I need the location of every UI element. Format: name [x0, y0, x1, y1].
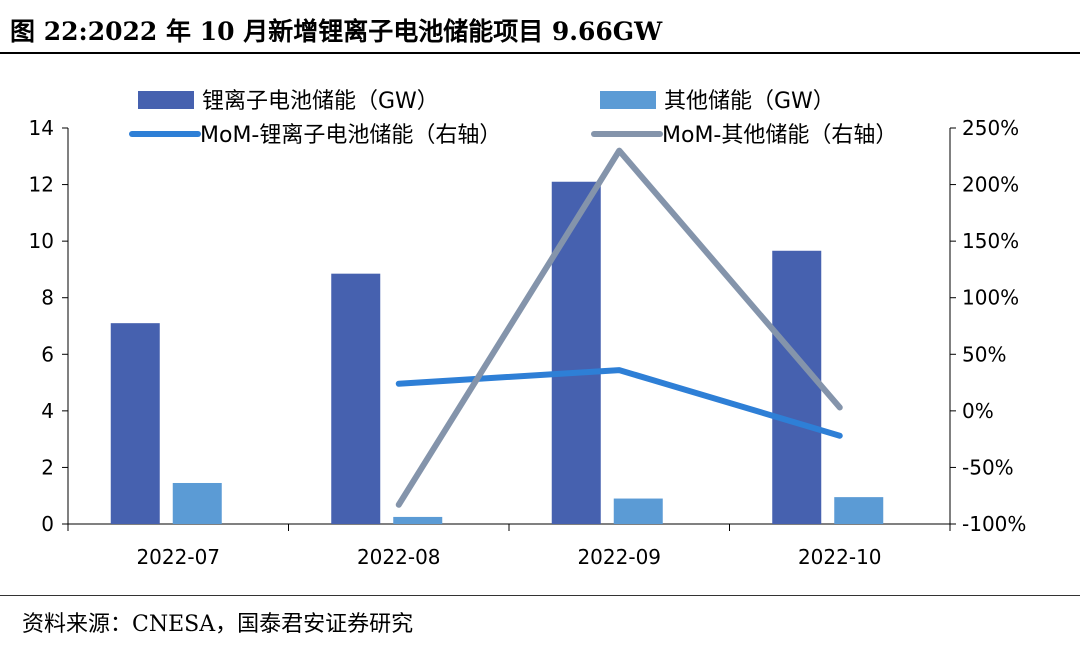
- x-axis-tick-label: 2022-10: [798, 545, 882, 569]
- right-axis-tick-label: 0%: [962, 399, 994, 423]
- chart: 锂离子电池储能（GW） 其他储能（GW） MoM-锂离子电池储能（右轴） MoM-其他…: [29, 89, 1027, 569]
- axes: 0 2 4 6 8 10 12 14 -100% -50% 0% 50% 100% 150% 200% 250…: [29, 116, 1027, 569]
- x-axis-tick-label: 2022-08: [357, 545, 441, 569]
- legend-label-2: MoM-锂离子电池储能（右轴）: [200, 123, 501, 148]
- bars: [110, 181, 884, 524]
- figure-title: 图 22:2022 年 10 月新增锂离子电池储能项目 9.66GW: [10, 17, 663, 46]
- x-axis-tick-label: 2022-09: [577, 545, 661, 569]
- right-axis-tick-label: 50%: [962, 342, 1006, 366]
- bar-2022-08-s0: [331, 273, 381, 524]
- legend-swatch-0: [138, 91, 194, 109]
- lines: [395, 147, 843, 508]
- left-axis-tick-label: 2: [41, 455, 54, 479]
- bar-2022-07-s0: [110, 323, 160, 524]
- bar-2022-10-s0: [772, 250, 822, 524]
- legend-label-3: MoM-其他储能（右轴）: [662, 123, 897, 148]
- bar-2022-09-s0: [551, 181, 601, 524]
- legend-label-1: 其他储能（GW）: [664, 89, 835, 114]
- right-axis-tick-label: 200%: [962, 173, 1019, 197]
- bar-2022-10-s1: [834, 497, 884, 524]
- bar-2022-08-s1: [393, 516, 443, 524]
- legend: 锂离子电池储能（GW） 其他储能（GW） MoM-锂离子电池储能（右轴） MoM-其他…: [129, 89, 897, 148]
- legend-label-0: 锂离子电池储能（GW）: [202, 89, 439, 114]
- x-axis-tick-label: 2022-07: [136, 545, 220, 569]
- left-axis-tick-label: 14: [29, 116, 54, 140]
- title-rule: [0, 52, 1080, 54]
- left-axis-tick-label: 10: [29, 229, 54, 253]
- left-axis-tick-label: 8: [41, 286, 54, 310]
- right-axis-tick-label: 150%: [962, 229, 1019, 253]
- right-axis-tick-label: 250%: [962, 116, 1019, 140]
- bar-2022-09-s1: [613, 498, 663, 524]
- left-axis-tick-label: 0: [41, 512, 54, 536]
- right-axis-tick-label: 100%: [962, 286, 1019, 310]
- legend-swatch-1: [600, 91, 656, 109]
- source-rule: [0, 595, 1080, 596]
- source-note: 资料来源：CNESA，国泰君安证券研究: [22, 612, 414, 637]
- right-axis-tick-label: -100%: [962, 512, 1026, 536]
- left-axis-tick-label: 6: [41, 342, 54, 366]
- right-axis-tick-label: -50%: [962, 455, 1014, 479]
- left-axis-tick-label: 12: [29, 173, 54, 197]
- left-axis-tick-label: 4: [41, 399, 54, 423]
- bar-2022-07-s1: [172, 482, 222, 524]
